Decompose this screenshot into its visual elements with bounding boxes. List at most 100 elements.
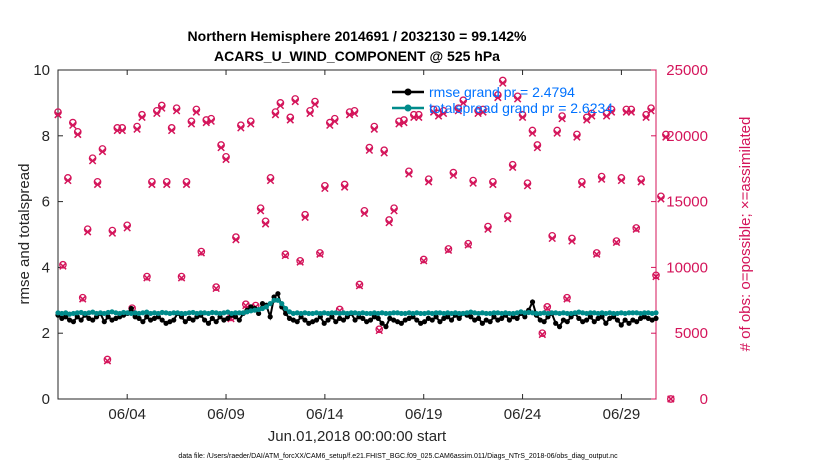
y-right-tick-label: 25000 — [666, 62, 708, 79]
obs-assimilated-marker — [281, 251, 290, 260]
totalspread-point — [306, 310, 312, 317]
rmse-point — [414, 317, 420, 323]
obs-possible-marker — [666, 395, 675, 403]
obs-possible-marker — [281, 250, 290, 259]
obs-assimilated-marker — [543, 304, 552, 312]
totalspread-point — [97, 310, 104, 316]
obs-assimilated-marker — [494, 93, 502, 102]
rmse-point — [653, 315, 659, 321]
rmse-point — [313, 317, 320, 323]
obs-assimilated-marker — [588, 112, 596, 120]
obs-assimilated-marker — [217, 143, 225, 152]
obs-assimilated-marker — [192, 108, 201, 116]
totalspread-point — [271, 297, 277, 303]
legend-rmse-marker — [404, 88, 412, 96]
obs-assimilated-marker — [54, 111, 62, 119]
obs-assimilated-marker — [523, 182, 532, 190]
totalspread-point — [483, 310, 489, 317]
rmse-point — [626, 320, 632, 326]
totalspread-point — [178, 310, 185, 317]
totalspread-point — [159, 309, 165, 316]
totalspread-point — [398, 310, 404, 317]
rmse-point — [437, 319, 443, 325]
obs-assimilated-marker — [592, 250, 601, 258]
obs-assimilated-marker — [261, 220, 270, 228]
rmse-point — [576, 315, 582, 321]
totalspread-point — [124, 310, 131, 316]
totalspread-point — [495, 310, 501, 316]
totalspread-point — [630, 310, 636, 316]
obs-possible-marker — [444, 245, 453, 253]
totalspread-point — [607, 310, 613, 316]
totalspread-point — [59, 310, 65, 317]
totalspread-point — [213, 310, 219, 316]
totalspread-point — [410, 310, 416, 317]
totalspread-point — [491, 310, 497, 316]
totalspread-point — [163, 310, 169, 316]
obs-assimilated-marker — [301, 213, 309, 222]
totalspread-point — [637, 310, 644, 317]
rmse-point — [144, 314, 150, 320]
totalspread-point — [576, 309, 582, 315]
totalspread-point — [553, 310, 559, 316]
rmse-point — [398, 320, 404, 326]
obs-possible-marker — [563, 293, 571, 302]
totalspread-point — [464, 310, 470, 316]
obs-possible-marker — [296, 256, 305, 265]
rmse-point — [541, 319, 547, 325]
obs-assimilated-marker — [607, 108, 616, 116]
obs-assimilated-marker — [360, 209, 369, 218]
totalspread-point — [441, 310, 447, 317]
totalspread-point — [599, 310, 605, 316]
rmse-point — [209, 315, 215, 321]
obs-assimilated-marker — [123, 224, 131, 232]
totalspread-point — [549, 310, 555, 316]
totalspread-point — [329, 310, 335, 316]
obs-assimilated-marker — [93, 180, 102, 189]
obs-assimilated-marker — [424, 178, 433, 186]
totalspread-point — [502, 310, 509, 316]
obs-assimilated-marker — [449, 171, 458, 180]
y-axis-label-right: # of obs: o=possible; ×=assimilated — [737, 117, 754, 352]
obs-assimilated-marker — [306, 109, 314, 118]
totalspread-point — [506, 310, 512, 317]
obs-assimilated-marker — [350, 109, 359, 118]
obs-assimilated-marker — [538, 330, 547, 339]
totalspread-point — [290, 310, 296, 317]
totalspread-point — [302, 310, 308, 316]
totalspread-point — [132, 310, 138, 316]
rmse-point — [182, 319, 188, 325]
totalspread-point — [74, 310, 80, 316]
totalspread-point — [383, 310, 389, 317]
obs-assimilated-marker — [158, 104, 166, 112]
x-axis-label: Jun.01,2018 00:00:00 start — [268, 428, 447, 445]
obs-assimilated-marker — [197, 249, 206, 257]
obs-assimilated-marker — [340, 183, 349, 191]
totalspread-point — [429, 310, 435, 317]
obs-assimilated-marker — [167, 126, 176, 135]
rmse-point — [556, 324, 563, 330]
totalspread-point — [526, 309, 532, 316]
totalspread-point — [387, 310, 393, 317]
totalspread-point — [622, 310, 628, 317]
obs-assimilated-marker — [143, 274, 151, 282]
obs-assimilated-marker — [276, 101, 285, 110]
totalspread-point — [294, 310, 300, 316]
rmse-point — [587, 314, 594, 320]
obs-possible-marker — [59, 260, 67, 269]
totalspread-point — [321, 310, 327, 316]
chart-title-line2: ACARS_U_WIND_COMPONENT @ 525 hPa — [214, 48, 500, 64]
obs-assimilated-marker — [316, 250, 324, 258]
obs-assimilated-marker — [513, 95, 522, 103]
totalspread-point — [595, 310, 601, 317]
obs-possible-marker — [632, 224, 641, 232]
y-right-tick-label: 10000 — [666, 259, 708, 276]
y-tick-label: 6 — [42, 194, 50, 211]
rmse-point — [448, 317, 455, 323]
obs-assimilated-marker — [88, 157, 97, 165]
obs-assimilated-marker — [355, 282, 364, 290]
totalspread-point — [263, 304, 269, 310]
totalspread-point — [229, 310, 235, 317]
x-tick-label: 06/09 — [207, 406, 245, 423]
obs-assimilated-marker — [484, 225, 492, 233]
